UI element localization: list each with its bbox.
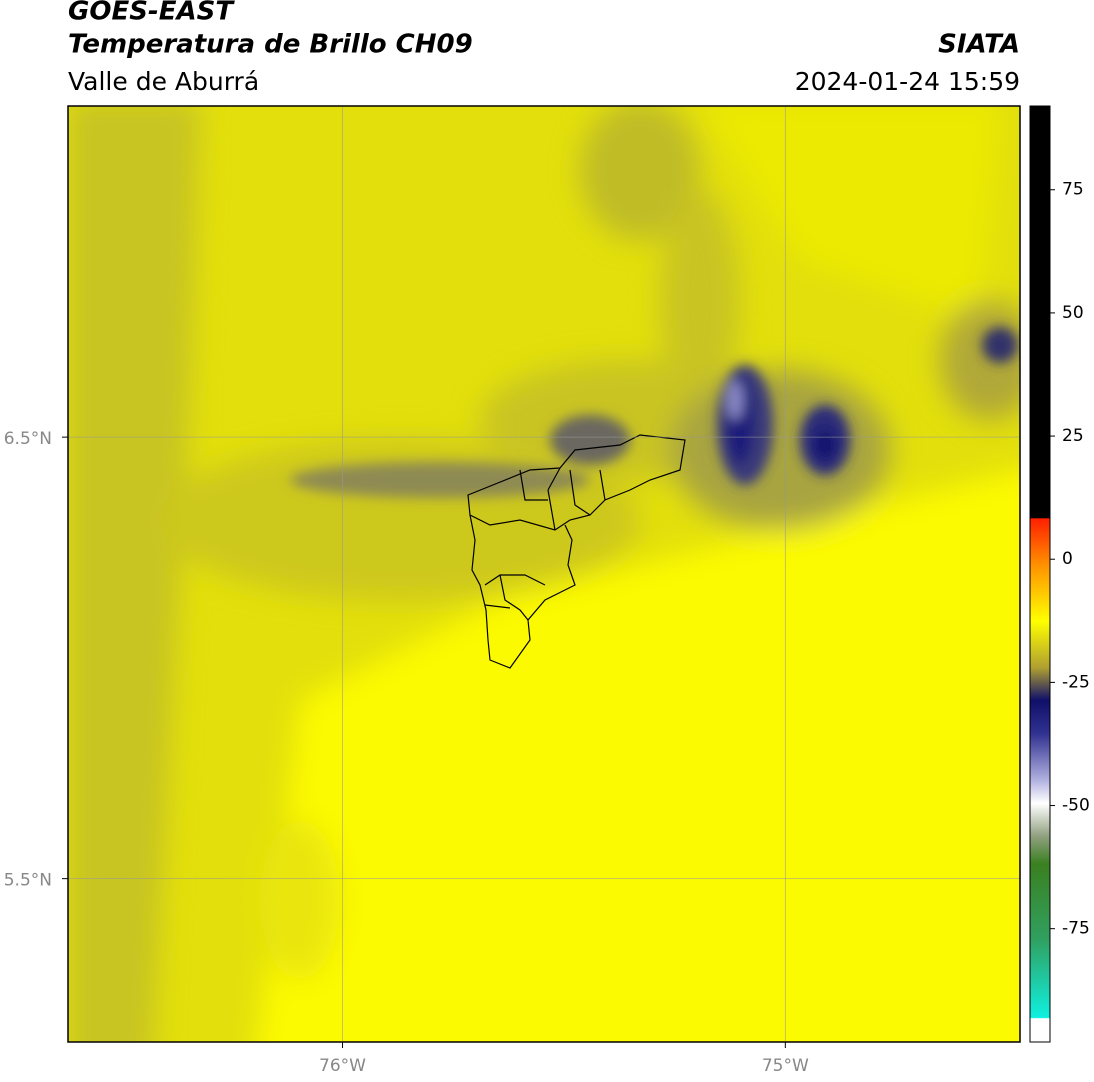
- colorbar: [1029, 105, 1051, 1043]
- colorbar-tick-label: -75: [1062, 919, 1090, 939]
- x-tick-label: 76°W: [319, 1056, 366, 1076]
- region: Valle de Aburrá: [68, 67, 259, 96]
- municipal-boundaries: [467, 434, 686, 669]
- title: GOES-EAST: [68, 0, 235, 27]
- map-frame: [67, 105, 1021, 1043]
- colorbar-tick-label: 50: [1062, 303, 1084, 323]
- datetime: 2024-01-24 15:59: [795, 67, 1020, 96]
- y-tick-label: 6.5°N: [4, 429, 52, 449]
- x-tick-label: 75°W: [762, 1056, 809, 1076]
- colorbar-tick-label: 75: [1062, 180, 1084, 200]
- source: SIATA: [938, 30, 1020, 60]
- colorbar-tick-label: 25: [1062, 426, 1084, 446]
- colorbar-tick-label: -50: [1062, 796, 1090, 816]
- colorbar-tick-label: 0: [1062, 549, 1073, 569]
- y-tick-label: 5.5°N: [4, 871, 52, 891]
- colorbar-tick-label: -25: [1062, 672, 1090, 692]
- satellite-field: [68, 106, 1020, 1042]
- subtitle: Temperatura de Brillo CH09: [68, 30, 473, 60]
